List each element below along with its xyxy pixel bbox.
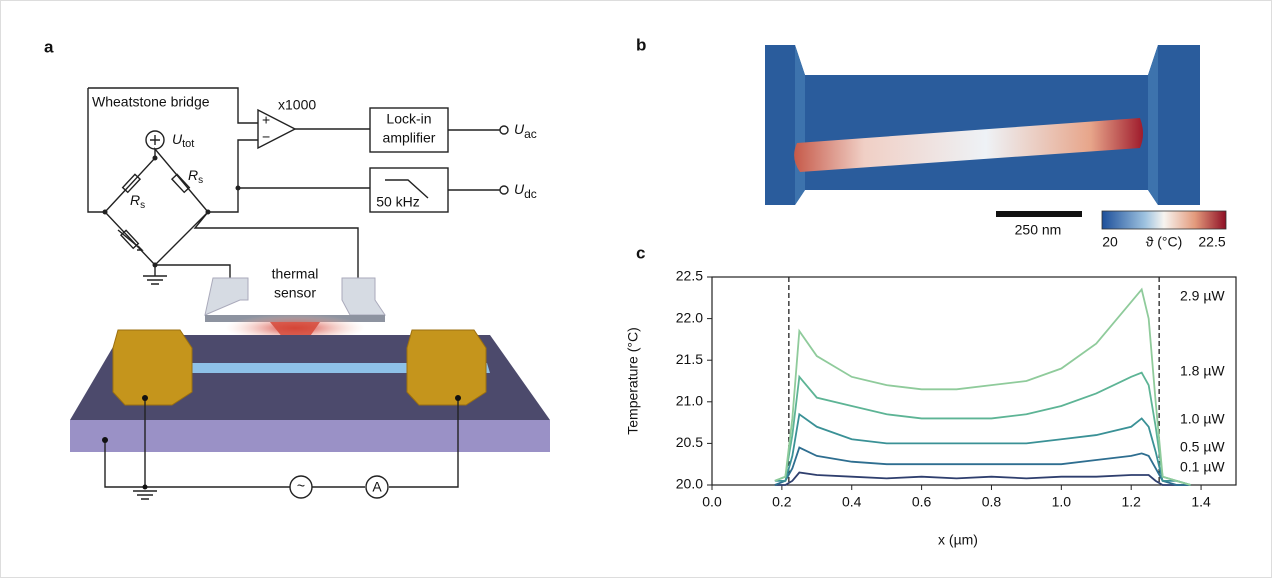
label: sensor	[274, 285, 316, 301]
label: Wheatstone bridge	[92, 94, 210, 110]
label: x1000	[278, 97, 316, 113]
x-tick-label: 0.6	[912, 494, 932, 510]
substrate-side	[70, 420, 550, 452]
x-tick-label: 1.2	[1121, 494, 1141, 510]
y-tick-label: 22.0	[676, 309, 703, 325]
y-tick-label: 22.5	[676, 268, 703, 284]
y-tick-label: 20.5	[676, 434, 703, 450]
label: thermal	[272, 266, 319, 282]
x-tick-label: 1.4	[1191, 494, 1211, 510]
y-tick-label: 20.0	[676, 476, 703, 492]
scale-bar-label: 250 nm	[1015, 222, 1062, 238]
label: −	[262, 129, 270, 145]
y-tick-label: 21.0	[676, 393, 703, 409]
label: A	[372, 479, 382, 495]
x-tick-label: 0.8	[982, 494, 1002, 510]
label: amplifier	[383, 130, 436, 146]
y-axis-label: Temperature (°C)	[625, 327, 641, 435]
x-tick-label: 0.4	[842, 494, 862, 510]
series-label: 1.0 µW	[1180, 411, 1225, 427]
panel-label: b	[636, 35, 646, 54]
panel-label: c	[636, 243, 645, 262]
contact	[113, 330, 192, 405]
contact	[407, 330, 486, 405]
x-tick-label: 0.2	[772, 494, 792, 510]
colorbar-min: 20	[1102, 234, 1118, 250]
series-label: 2.9 µW	[1180, 288, 1225, 304]
x-tick-label: 1.0	[1052, 494, 1072, 510]
colorbar-max: 22.5	[1198, 234, 1225, 250]
figure: a b c Wheatstone bridge x1000 + − Lock-i…	[0, 0, 1272, 578]
colorbar-label: ϑ (°C)	[1146, 234, 1183, 250]
x-tick-label: 0.0	[702, 494, 722, 510]
label: ~	[297, 478, 305, 494]
series-label: 0.5 µW	[1180, 439, 1225, 455]
label: 50 kHz	[376, 194, 420, 210]
panel-label: a	[44, 37, 54, 56]
label: +	[262, 112, 270, 128]
y-tick-label: 21.5	[676, 351, 703, 367]
series-label: 0.1 µW	[1180, 459, 1225, 475]
x-axis-label: x (µm)	[938, 532, 978, 548]
series-label: 1.8 µW	[1180, 363, 1225, 379]
label: Lock-in	[386, 111, 431, 127]
